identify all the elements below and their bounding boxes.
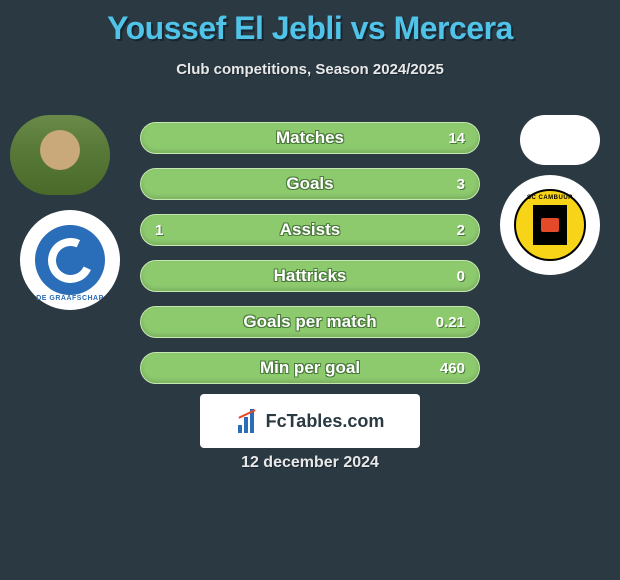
club-right-badge: SC CAMBUUR [500, 175, 600, 275]
stat-label: Hattricks [274, 266, 347, 286]
player-left-head [40, 130, 80, 170]
player-right-photo [520, 115, 600, 165]
stat-label: Assists [280, 220, 340, 240]
stat-right-value: 2 [457, 222, 465, 239]
club-right-lion-icon [541, 218, 559, 232]
stat-label: Goals [286, 174, 333, 194]
fctables-icon [236, 409, 260, 433]
club-left-badge: DE GRAAFSCHAP [20, 210, 120, 310]
stat-right-value: 14 [448, 130, 465, 147]
stat-label: Matches [276, 128, 344, 148]
club-right-block [533, 205, 567, 245]
branding-text: FcTables.com [266, 411, 385, 432]
stat-row-assists: 1 Assists 2 [140, 214, 480, 246]
stat-label: Goals per match [243, 312, 376, 332]
stat-right-value: 3 [457, 176, 465, 193]
stats-container: Matches 14 Goals 3 1 Assists 2 Hattricks… [140, 122, 480, 398]
stat-row-goals-per-match: Goals per match 0.21 [140, 306, 480, 338]
subtitle: Club competitions, Season 2024/2025 [0, 61, 620, 78]
club-right-badge-text: SC CAMBUUR [516, 195, 584, 201]
stat-right-value: 0.21 [436, 314, 465, 331]
stat-label: Min per goal [260, 358, 360, 378]
stat-row-goals: Goals 3 [140, 168, 480, 200]
stat-right-value: 0 [457, 268, 465, 285]
club-right-badge-inner: SC CAMBUUR [514, 189, 586, 261]
page-title: Youssef El Jebli vs Mercera [0, 0, 620, 47]
stat-right-value: 460 [440, 360, 465, 377]
stat-row-matches: Matches 14 [140, 122, 480, 154]
club-left-badge-text: DE GRAAFSCHAP [20, 295, 120, 302]
branding-box[interactable]: FcTables.com [200, 394, 420, 448]
player-left-photo [10, 115, 110, 195]
club-left-badge-inner [35, 225, 105, 295]
date-text: 12 december 2024 [0, 454, 620, 472]
stat-left-value: 1 [155, 222, 163, 239]
club-left-swirl-icon [41, 231, 99, 289]
stat-row-hattricks: Hattricks 0 [140, 260, 480, 292]
stat-row-min-per-goal: Min per goal 460 [140, 352, 480, 384]
